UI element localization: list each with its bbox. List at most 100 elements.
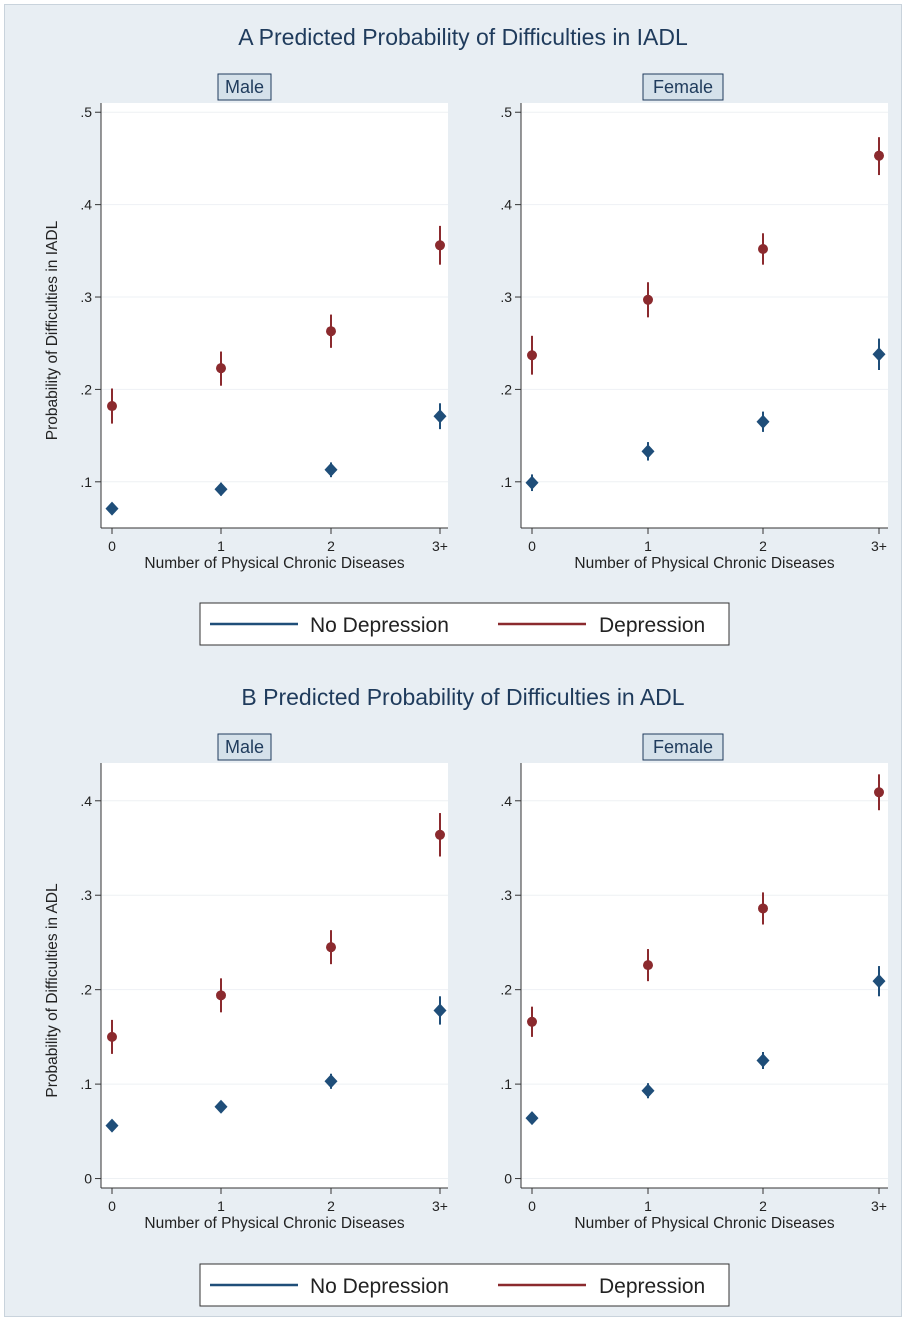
point-no-depression bbox=[525, 1111, 539, 1126]
panel-a-title: A Predicted Probability of Difficulties … bbox=[238, 24, 688, 50]
point-depression bbox=[435, 829, 445, 840]
point-depression bbox=[216, 990, 226, 1001]
strip-a-male: Male bbox=[217, 73, 272, 101]
x-tick-label: 1 bbox=[217, 1198, 225, 1214]
plot-area bbox=[101, 103, 448, 528]
y-tick-label: .4 bbox=[500, 197, 512, 213]
point-no-depression bbox=[872, 974, 886, 989]
x-axis-title: Number of Physical Chronic Diseases bbox=[144, 555, 404, 572]
point-no-depression bbox=[324, 462, 338, 477]
point-no-depression bbox=[756, 1053, 770, 1068]
point-depression bbox=[527, 350, 537, 361]
point-depression bbox=[435, 240, 445, 251]
strip-a-female: Female bbox=[642, 73, 724, 101]
y-tick-label: .3 bbox=[500, 289, 512, 305]
x-tick-label: 1 bbox=[217, 538, 225, 554]
x-tick-label: 3+ bbox=[871, 538, 887, 554]
y-tick-label: .3 bbox=[500, 887, 512, 903]
point-depression bbox=[874, 787, 884, 798]
y-tick-label: .1 bbox=[80, 1076, 92, 1092]
y-tick-label: .3 bbox=[80, 289, 92, 305]
y-tick-label: .2 bbox=[80, 381, 92, 397]
strip-a-male-label: Male bbox=[225, 77, 264, 97]
y-tick-label: .1 bbox=[80, 474, 92, 490]
x-tick-label: 3+ bbox=[432, 1198, 448, 1214]
x-axis-title: Number of Physical Chronic Diseases bbox=[574, 555, 834, 572]
y-tick-label: 0 bbox=[84, 1171, 92, 1187]
point-no-depression bbox=[214, 482, 228, 497]
strip-b-male-label: Male bbox=[225, 737, 264, 757]
point-depression bbox=[643, 294, 653, 305]
plot-area bbox=[101, 763, 448, 1188]
x-tick-label: 0 bbox=[108, 538, 116, 554]
strip-b-male: Male bbox=[217, 733, 272, 761]
y-tick-label: .1 bbox=[500, 474, 512, 490]
point-no-depression bbox=[525, 475, 539, 490]
point-no-depression bbox=[872, 347, 886, 362]
point-no-depression bbox=[433, 409, 447, 424]
point-no-depression bbox=[214, 1099, 228, 1114]
y-tick-label: .2 bbox=[80, 982, 92, 998]
point-no-depression bbox=[756, 414, 770, 429]
legend-label-no-depression: No Depression bbox=[310, 614, 449, 637]
panel-b-title: B Predicted Probability of Difficulties … bbox=[241, 684, 684, 710]
x-tick-label: 0 bbox=[528, 1198, 536, 1214]
strip-b-female-label: Female bbox=[653, 737, 713, 757]
plot-adl-male: 0 .1 .2 .3 .4 0 1 2 3+ Number of Physical Chronic… bbox=[44, 763, 448, 1232]
x-tick-label: 3+ bbox=[432, 538, 448, 554]
x-axis-title: Number of Physical Chronic Diseases bbox=[574, 1215, 834, 1232]
plot-area bbox=[521, 103, 888, 528]
legend-b: No Depression Depression bbox=[199, 1263, 730, 1307]
y-tick-label: .3 bbox=[80, 887, 92, 903]
legend-label-depression: Depression bbox=[599, 614, 705, 637]
legend-label-depression: Depression bbox=[599, 1275, 705, 1298]
point-no-depression bbox=[105, 1118, 119, 1133]
point-depression bbox=[326, 942, 336, 953]
point-depression bbox=[527, 1016, 537, 1027]
y-tick-label: .1 bbox=[500, 1076, 512, 1092]
y-tick-label: .2 bbox=[500, 982, 512, 998]
point-depression bbox=[107, 1031, 117, 1042]
y-axis-title: Probability of Difficulties in IADL bbox=[44, 220, 61, 440]
point-no-depression bbox=[641, 444, 655, 459]
x-axis-title: Number of Physical Chronic Diseases bbox=[144, 1215, 404, 1232]
x-tick-label: 2 bbox=[759, 1198, 767, 1214]
legend-label-no-depression: No Depression bbox=[310, 1275, 449, 1298]
y-tick-label: .5 bbox=[80, 104, 92, 120]
point-no-depression bbox=[105, 501, 119, 516]
x-tick-label: 1 bbox=[644, 538, 652, 554]
x-tick-label: 2 bbox=[759, 538, 767, 554]
figure-canvas: A Predicted Probability of Difficulties … bbox=[44, 24, 888, 1307]
y-tick-label: .4 bbox=[80, 197, 92, 213]
x-tick-label: 2 bbox=[327, 1198, 335, 1214]
point-no-depression bbox=[324, 1074, 338, 1089]
point-depression bbox=[216, 363, 226, 374]
point-no-depression bbox=[641, 1083, 655, 1098]
y-tick-label: .4 bbox=[80, 793, 92, 809]
strip-b-female: Female bbox=[642, 733, 724, 761]
point-depression bbox=[758, 243, 768, 254]
x-tick-label: 2 bbox=[327, 538, 335, 554]
x-tick-label: 1 bbox=[644, 1198, 652, 1214]
legend-a: No Depression Depression bbox=[199, 602, 730, 646]
y-tick-label: .4 bbox=[500, 793, 512, 809]
plot-iadl-male: .1 .2 .3 .4 .5 0 1 2 3+ Number of Physical Chroni… bbox=[44, 103, 448, 572]
point-depression bbox=[107, 401, 117, 412]
y-axis-title: Probability of Difficulties in ADL bbox=[44, 883, 61, 1098]
y-tick-label: 0 bbox=[504, 1171, 512, 1187]
y-tick-label: .2 bbox=[500, 381, 512, 397]
x-tick-label: 3+ bbox=[871, 1198, 887, 1214]
point-depression bbox=[758, 903, 768, 914]
plot-iadl-female: .1 .2 .3 .4 .5 0 1 2 3+ Number of Physical Chroni… bbox=[500, 103, 888, 572]
plot-area bbox=[521, 763, 888, 1188]
strip-a-female-label: Female bbox=[653, 77, 713, 97]
point-depression bbox=[326, 326, 336, 337]
y-tick-label: .5 bbox=[500, 104, 512, 120]
point-no-depression bbox=[433, 1003, 447, 1018]
figure-background: A Predicted Probability of Difficulties … bbox=[4, 4, 902, 1317]
plot-adl-female: 0 .1 .2 .3 .4 0 1 2 3+ Number of Physical Chronic… bbox=[500, 763, 888, 1232]
point-depression bbox=[874, 150, 884, 161]
x-tick-label: 0 bbox=[528, 538, 536, 554]
point-depression bbox=[643, 960, 653, 971]
x-tick-label: 0 bbox=[108, 1198, 116, 1214]
